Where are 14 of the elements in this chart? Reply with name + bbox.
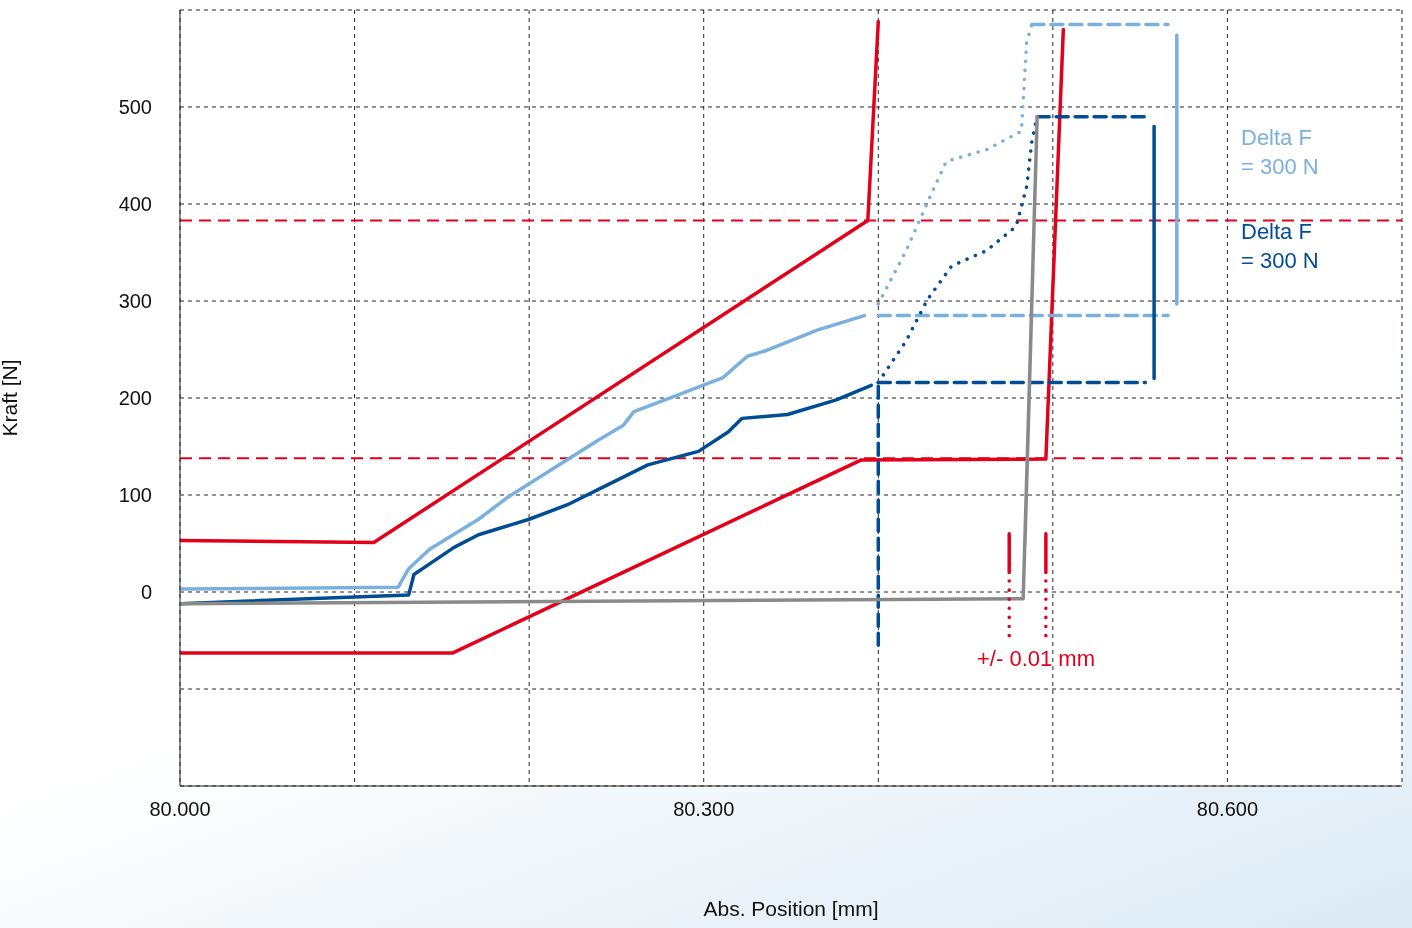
y-tick-label: 100	[118, 484, 152, 507]
annotation: +/- 0.01 mm	[977, 646, 1095, 671]
x-tick-label: 80.600	[1196, 798, 1259, 821]
y-tick-label: 400	[118, 193, 152, 216]
annotation: Delta F = 300 N	[1241, 125, 1319, 179]
x-tick-label: 80.300	[673, 798, 735, 821]
x-tick-label: 80.000	[149, 798, 211, 821]
x-axis-title: Abs. Position [mm]	[703, 897, 879, 920]
y-tick-label: 200	[118, 387, 152, 410]
y-tick-label: 0	[140, 581, 152, 604]
y-tick-label: 300	[118, 290, 152, 313]
y-axis-title: Kraft [N]	[0, 359, 22, 437]
annotation: Delta F = 300 N	[1241, 219, 1319, 273]
y-tick-label: 500	[118, 96, 152, 119]
